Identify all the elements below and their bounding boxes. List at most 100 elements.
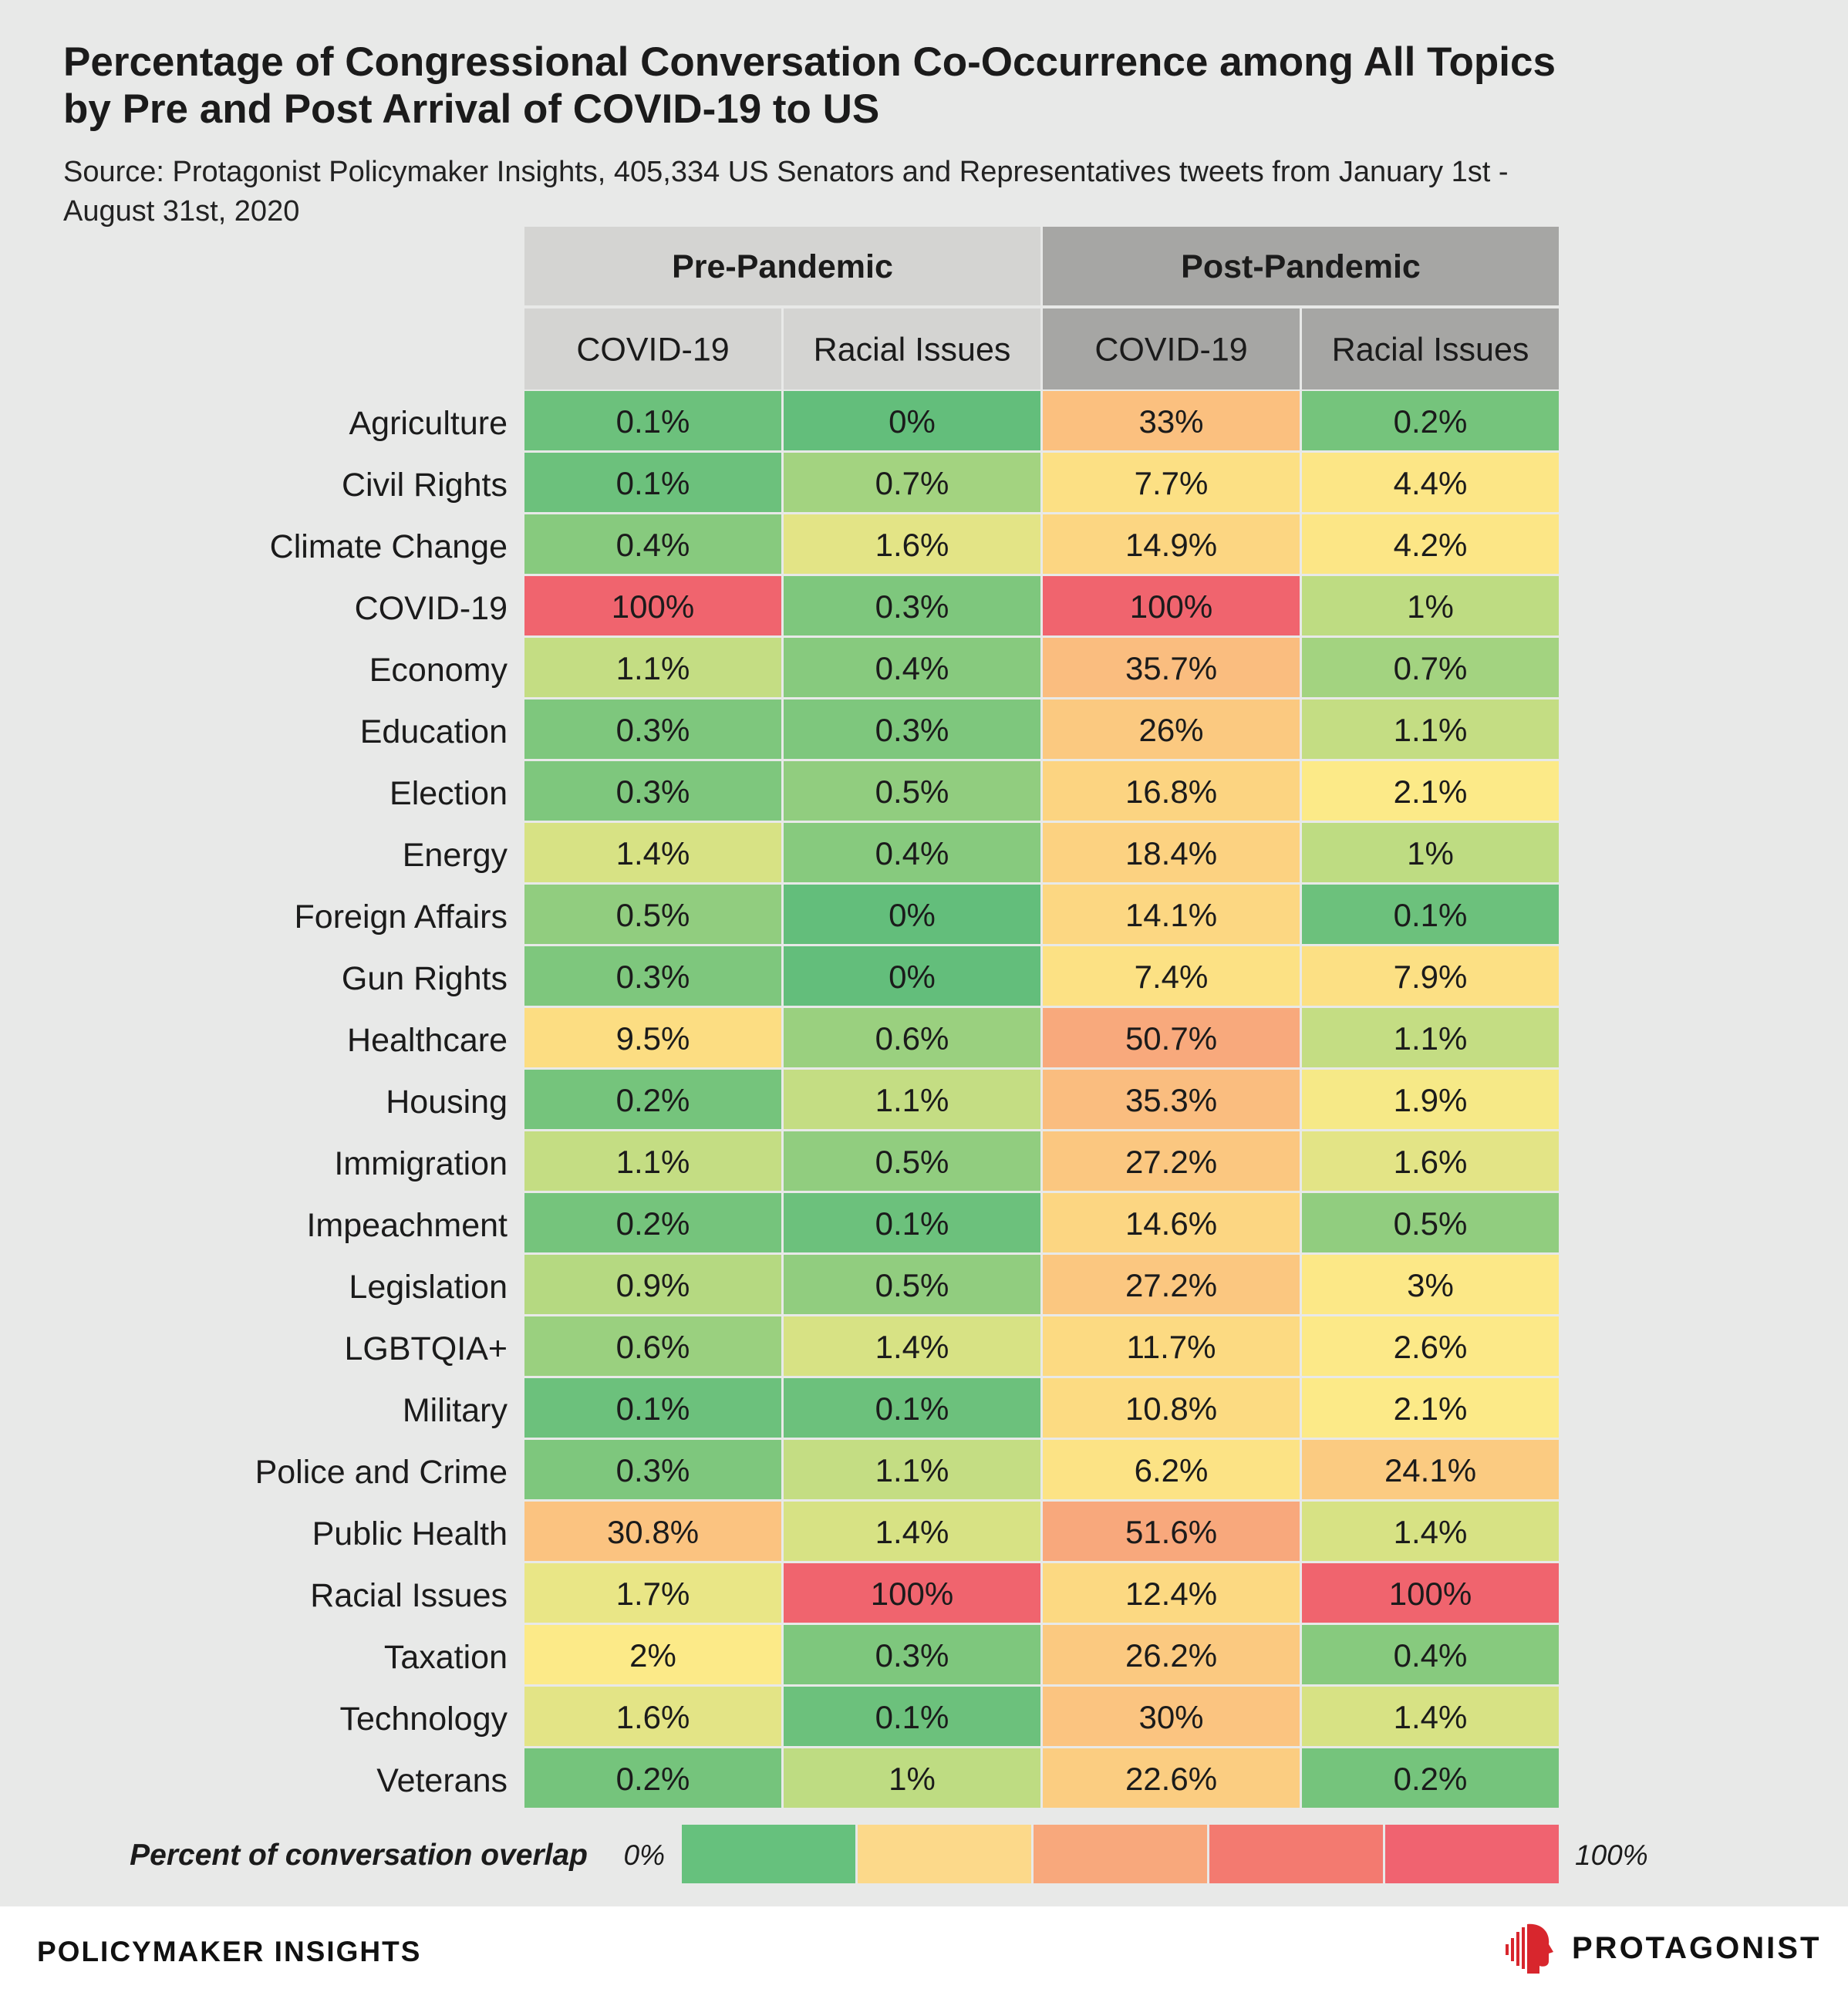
cell-value-label: 1.4% — [1394, 1514, 1468, 1550]
cell-value-label: 51.6% — [1125, 1514, 1217, 1550]
heatmap-cell — [524, 1255, 781, 1314]
heatmap-cell — [524, 1687, 781, 1746]
chart-subtitle-line-2: August 31st, 2020 — [63, 194, 300, 228]
heatmap-cell — [1043, 946, 1300, 1006]
heatmap-cell — [524, 823, 781, 882]
heatmap-cell — [784, 1255, 1040, 1314]
footer-brand: POLICYMAKER INSIGHTS — [37, 1936, 422, 1967]
cell-value-label: 0% — [889, 403, 936, 440]
cell-value-label: 3% — [1407, 1267, 1454, 1303]
cell-value-label: 0.3% — [875, 1637, 949, 1674]
heatmap-cell — [1043, 638, 1300, 697]
cell-value-label: 0.4% — [875, 835, 949, 871]
heatmap-cell — [784, 638, 1040, 697]
cell-value-label: 1.4% — [875, 1329, 949, 1365]
cell-value-label: 100% — [871, 1576, 953, 1612]
cell-value-label: 26.2% — [1125, 1637, 1217, 1674]
heatmap-cell — [1302, 1131, 1559, 1191]
cell-value-label: 35.3% — [1125, 1082, 1217, 1118]
heatmap-cell — [1302, 885, 1559, 944]
column-header — [1043, 308, 1300, 389]
cell-value-label: 50.7% — [1125, 1020, 1217, 1057]
cell-value-label: 0.1% — [616, 465, 690, 501]
heatmap-cell — [784, 1625, 1040, 1684]
chart-title-line-2: by Pre and Post Arrival of COVID-19 to U… — [63, 86, 880, 133]
row-label: Police and Crime — [255, 1454, 508, 1491]
heatmap-cell — [1043, 453, 1300, 512]
cell-value-label: 0.2% — [616, 1761, 690, 1797]
row-label: Economy — [369, 652, 508, 689]
row-label: Technology — [339, 1701, 508, 1738]
cell-value-label: 1% — [1407, 588, 1454, 625]
group-header-pre — [524, 227, 1040, 305]
heatmap-cell — [784, 1563, 1040, 1623]
heatmap-cell — [1302, 1316, 1559, 1376]
heatmap-cell — [524, 1378, 781, 1438]
heatmap-cell — [524, 1502, 781, 1561]
cell-value-label: 1.1% — [1394, 712, 1468, 748]
cell-value-label: 1.1% — [1394, 1020, 1468, 1057]
heatmap-cell — [1043, 576, 1300, 635]
chart-subtitle-line-1: Source: Protagonist Policymaker Insights… — [63, 156, 1509, 188]
heatmap-cell — [784, 1193, 1040, 1252]
heatmap-cell — [524, 1070, 781, 1129]
heatmap-cell — [524, 699, 781, 759]
cell-value-label: 1.6% — [1394, 1144, 1468, 1180]
cell-value-label: 1.4% — [616, 835, 690, 871]
cell-value-label: 1.9% — [1394, 1082, 1468, 1118]
cell-value-label: 0.1% — [1394, 897, 1468, 933]
heatmap-cell — [784, 1687, 1040, 1746]
heatmap-cell — [1302, 1625, 1559, 1684]
legend-swatch — [682, 1825, 855, 1883]
cell-value-label: 2.6% — [1394, 1329, 1468, 1365]
heatmap-cell — [1302, 1070, 1559, 1129]
heatmap-cell — [1302, 699, 1559, 759]
heatmap-cell — [1043, 823, 1300, 882]
cell-value-label: 0.7% — [1394, 650, 1468, 686]
cell-value-label: 100% — [1389, 1576, 1472, 1612]
cell-value-label: 1.1% — [616, 1144, 690, 1180]
cell-value-label: 14.1% — [1125, 897, 1217, 933]
cell-value-label: 9.5% — [616, 1020, 690, 1057]
row-label: COVID-19 — [355, 590, 508, 627]
row-label: Veterans — [376, 1762, 508, 1799]
heatmap-cell — [1043, 514, 1300, 574]
row-label: Foreign Affairs — [295, 898, 508, 935]
cell-value-label: 0.1% — [616, 1391, 690, 1427]
group-header-label: Pre-Pandemic — [672, 248, 893, 285]
heatmap-cell — [784, 1316, 1040, 1376]
cell-value-label: 1% — [1407, 835, 1454, 871]
heatmap-cell — [784, 823, 1040, 882]
heatmap-cell — [1043, 1748, 1300, 1808]
cell-value-label: 2.1% — [1394, 1391, 1468, 1427]
row-label: Energy — [403, 837, 508, 874]
heatmap-cell — [1043, 1316, 1300, 1376]
heatmap-cell — [1043, 1563, 1300, 1623]
cell-value-label: 11.7% — [1127, 1329, 1216, 1365]
heatmap-cell — [524, 1625, 781, 1684]
heatmap-cell — [784, 885, 1040, 944]
heatmap-cell — [524, 1008, 781, 1067]
heatmap-cell — [784, 514, 1040, 574]
cell-value-label: 0.6% — [616, 1329, 690, 1365]
heatmap-cell — [1043, 699, 1300, 759]
cell-value-label: 100% — [1130, 588, 1212, 625]
heatmap-svg: Pre-Pandemic COVID-19 Racial Issues Post-Pa… — [130, 227, 1648, 1883]
cell-value-label: 0.5% — [875, 1144, 949, 1180]
cell-value-label: 0.1% — [875, 1205, 949, 1242]
legend-swatch — [1034, 1825, 1207, 1883]
cell-value-label: 1% — [889, 1761, 936, 1797]
heatmap-cell — [524, 1563, 781, 1623]
footer-logo: PROTAGONIST — [1504, 1920, 1821, 1976]
cell-value-label: 0.4% — [875, 650, 949, 686]
heatmap-cell — [1043, 1378, 1300, 1438]
row-label: Election — [389, 775, 508, 812]
row-label: Climate Change — [270, 528, 508, 565]
cell-value-label: 10.8% — [1125, 1391, 1217, 1427]
column-header — [784, 308, 1040, 389]
heatmap-cell — [524, 1440, 781, 1499]
heatmap-cell — [1302, 638, 1559, 697]
cell-value-label: 16.8% — [1125, 774, 1217, 810]
cell-value-label: 0.3% — [875, 712, 949, 748]
cell-value-label: 1.4% — [1394, 1699, 1468, 1735]
